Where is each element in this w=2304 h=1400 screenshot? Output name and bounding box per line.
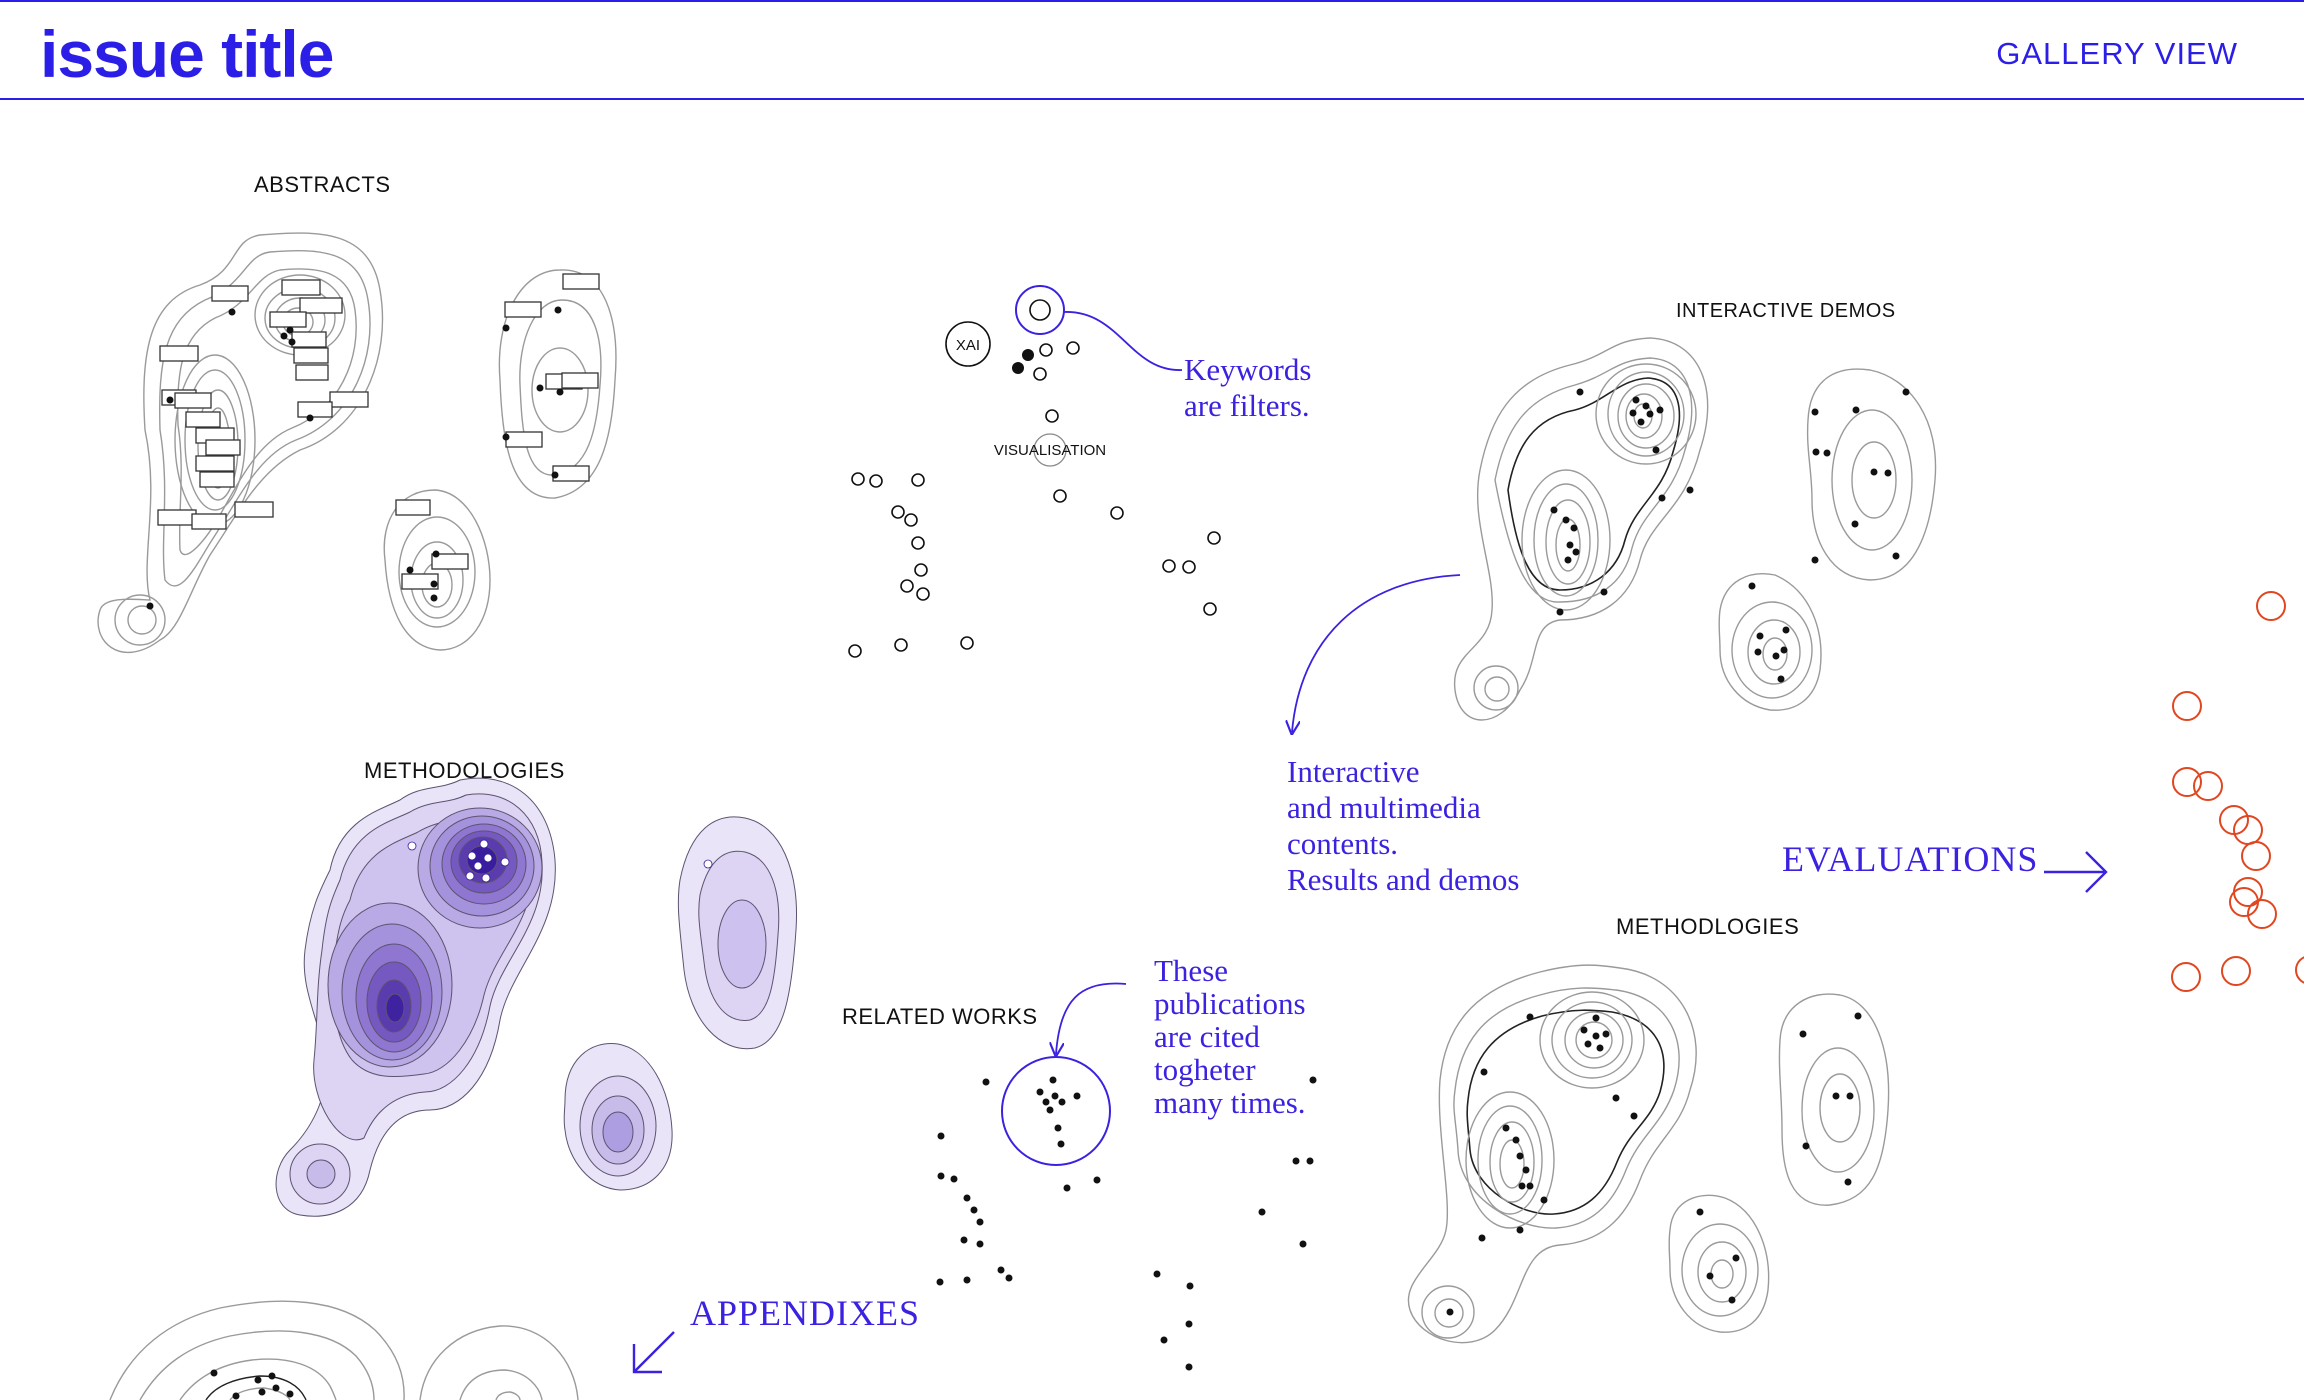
annotation-line: publications (1154, 986, 1306, 1021)
abstract-points[interactable] (146, 306, 564, 610)
annotation-line: contents. (1287, 826, 1399, 861)
methodologies-density-cluster[interactable] (275, 777, 798, 1217)
section-label-related-works[interactable]: RELATED WORKS (842, 1004, 1038, 1029)
keyword-connector (1063, 311, 1183, 371)
keyword-points[interactable] (848, 341, 1221, 658)
evaluations-link[interactable]: EVALUATIONS (1782, 839, 2039, 879)
annotation-interactive: Interactive and multimedia contents. Res… (1287, 754, 1520, 898)
annotation-line: These (1154, 953, 1229, 988)
evaluations-arrow[interactable] (2044, 851, 2108, 893)
appendixes-arrow[interactable] (632, 1331, 675, 1374)
appendixes-link[interactable]: APPENDIXES (690, 1293, 921, 1333)
annotation-line: and multimedia (1287, 790, 1481, 825)
keyword-filter-highlight[interactable] (1015, 285, 1065, 335)
methodlogies-contour-cluster[interactable] (1407, 964, 1890, 1344)
annotation-keywords: Keywords are filters. (1184, 352, 1311, 424)
keyword-points-filled[interactable] (1012, 349, 1034, 374)
abstract-cards[interactable] (157, 273, 600, 590)
gallery-view-link[interactable]: GALLERY VIEW (1996, 36, 2238, 71)
interactive-connector (1292, 574, 1461, 732)
section-label-abstracts[interactable]: ABSTRACTS (254, 172, 391, 197)
interactive-demos-points[interactable] (1550, 388, 1910, 683)
annotation-line: are cited (1154, 1019, 1260, 1054)
annotation-line: many times. (1154, 1085, 1306, 1120)
related-works-points[interactable] (936, 1076, 1317, 1371)
related-works-connector (1056, 982, 1127, 1054)
map-canvas: XAI VISUALISATION (97, 232, 2304, 1400)
interactive-demos-cluster[interactable] (1453, 337, 1937, 721)
annotation-line: Keywords (1184, 352, 1312, 387)
issue-title[interactable]: issue title (40, 17, 334, 91)
annotation-cited: These publications are cited togheter ma… (1154, 954, 1306, 1119)
keyword-xai-node[interactable]: XAI (945, 321, 991, 367)
appendixes-points[interactable] (210, 1369, 294, 1400)
top-bar: issue title GALLERY VIEW (0, 0, 2304, 100)
annotation-line: Interactive (1287, 754, 1420, 789)
section-label-methodlogies[interactable]: METHODLOGIES (1616, 914, 1800, 939)
methodlogies-contour-points[interactable] (1446, 1012, 1862, 1316)
keyword-visualisation-node[interactable]: VISUALISATION (994, 433, 1106, 467)
appendixes-cluster[interactable] (109, 1300, 579, 1400)
keyword-visualisation-label[interactable]: VISUALISATION (994, 442, 1106, 459)
methodologies-density-points[interactable] (407, 839, 713, 883)
annotation-line: are filters. (1184, 388, 1310, 423)
annotation-line: togheter (1154, 1052, 1256, 1087)
evaluation-points[interactable] (2171, 591, 2304, 992)
related-works-highlight[interactable] (1001, 1056, 1111, 1166)
annotation-line: Results and demos (1287, 862, 1520, 897)
section-label-interactive-demos[interactable]: INTERACTIVE DEMOS (1676, 300, 1896, 322)
keyword-xai-label[interactable]: XAI (956, 337, 980, 354)
